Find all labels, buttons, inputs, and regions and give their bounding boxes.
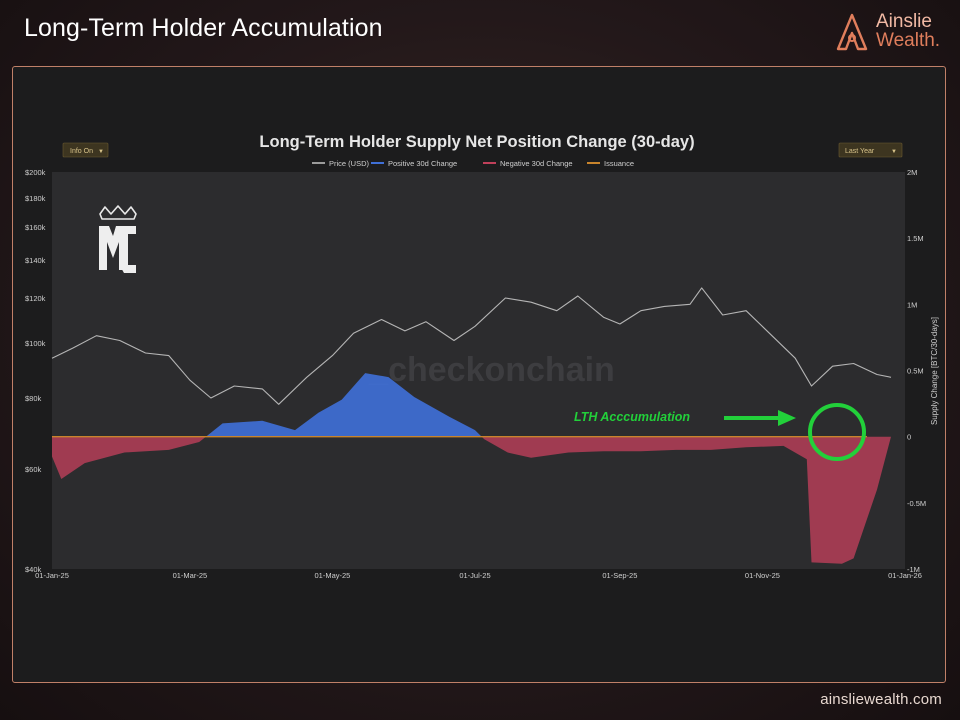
legend-item: Negative 30d Change <box>500 159 573 168</box>
y-right-tick-label: 0 <box>907 433 911 442</box>
info-button[interactable]: Info On ▼ <box>62 142 109 158</box>
y-left-tick-label: $60k <box>25 465 42 474</box>
y-left-tick-label: $120k <box>25 294 46 303</box>
annotation-label: LTH Acccumulation <box>574 410 690 424</box>
chart-axes: $40k $60k $80k $100k $120k $140k $160k $180k $20… <box>25 168 939 580</box>
x-tick-label: 01-Mar-25 <box>173 571 208 580</box>
range-button-label: Last Year <box>845 148 875 155</box>
y-left-tick-label: $100k <box>25 339 46 348</box>
y-right-tick-label: -0.5M <box>907 499 926 508</box>
brand-name: Ainslie <box>876 11 932 32</box>
y-right-tick-label: 0.5M <box>907 367 924 376</box>
y-right-tick-label: 1M <box>907 300 917 309</box>
y-right-tick-label: 2M <box>907 168 917 177</box>
y-left-tick-label: $140k <box>25 256 46 265</box>
y-left-tick-label: $160k <box>25 223 46 232</box>
x-tick-label: 01-Jan-26 <box>888 571 922 580</box>
brand-name-suffix: Wealth. <box>876 30 941 51</box>
y-left-tick-label: $40k <box>25 565 42 574</box>
x-tick-label: 01-Nov-25 <box>745 571 780 580</box>
arrow-right-icon <box>778 410 796 426</box>
y-left-tick-label: $80k <box>25 394 42 403</box>
legend-item: Positive 30d Change <box>388 159 457 168</box>
negative-change-area <box>52 436 891 564</box>
legend-item: Issuance <box>604 159 634 168</box>
lth-supply-chart: Long-Term Holder Supply Net Position Cha… <box>25 133 939 580</box>
brand-logo: Ainslie Wealth. <box>836 10 956 54</box>
mc-crown-logo <box>99 205 137 273</box>
chevron-down-icon: ▼ <box>891 149 897 155</box>
chart-title: Long-Term Holder Supply Net Position Cha… <box>259 133 694 151</box>
chart-series <box>51 287 892 564</box>
legend-item: Price (USD) <box>329 159 370 168</box>
range-button[interactable]: Last Year ▼ <box>838 142 903 158</box>
ainslie-a-icon <box>836 13 868 51</box>
x-tick-label: 01-Sep-25 <box>602 571 637 580</box>
y-right-axis-label: Supply Change [BTC/30-days] <box>930 317 939 425</box>
x-tick-label: 01-Jan-25 <box>35 571 69 580</box>
legend: Price (USD) Positive 30d Change Negative 3… <box>312 159 634 168</box>
y-right-tick-label: -1M <box>907 565 920 574</box>
y-left-tick-label: $200k <box>25 168 46 177</box>
y-left-tick-label: $180k <box>25 194 46 203</box>
plot-area <box>52 172 905 569</box>
positive-change-area <box>205 373 482 437</box>
y-right-tick-label: 1.5M <box>907 234 924 243</box>
info-button-label: Info On <box>70 148 93 155</box>
price-line <box>51 287 892 405</box>
lth-accumulation-annotation: LTH Acccumulation <box>574 403 866 461</box>
x-tick-label: 01-May-25 <box>315 571 351 580</box>
watermark-text: _checkonchain <box>368 351 615 389</box>
x-tick-label: 01-Jul-25 <box>459 571 490 580</box>
page-title: Long-Term Holder Accumulation <box>24 14 383 42</box>
chevron-down-icon: ▼ <box>98 149 104 155</box>
footer-url[interactable]: ainsliewealth.com <box>820 691 942 708</box>
highlight-circle <box>808 403 866 461</box>
